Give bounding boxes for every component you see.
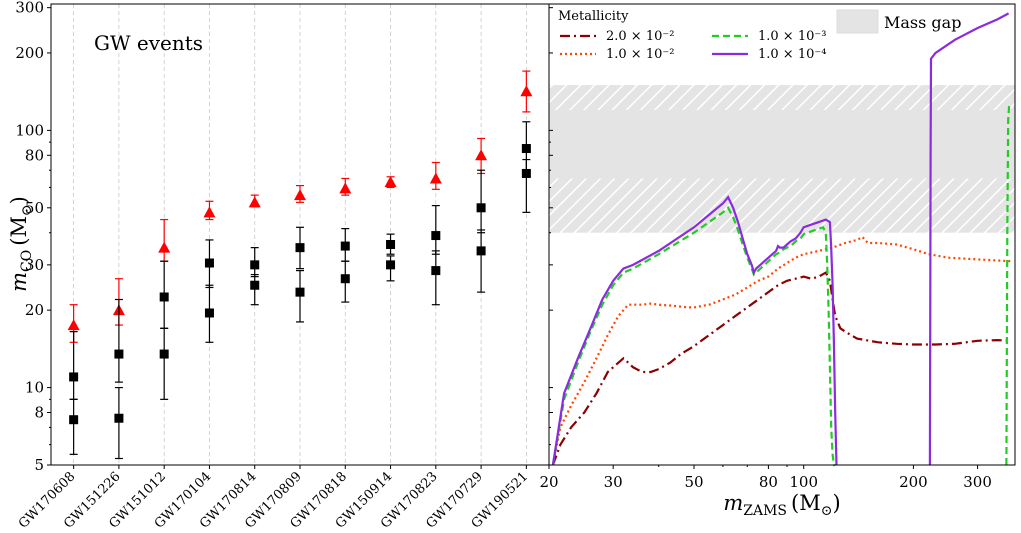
- x-tick-label: 300: [963, 473, 992, 491]
- square-marker: [521, 144, 531, 154]
- y-tick-label: 80: [25, 146, 44, 164]
- square-marker: [295, 243, 305, 253]
- square-marker: [69, 415, 79, 425]
- square-marker: [114, 413, 124, 423]
- curve-line-branch: [1005, 105, 1011, 466]
- square-marker: [476, 203, 486, 213]
- triangle-marker: [203, 206, 216, 218]
- x-tick-label: 30: [604, 473, 623, 491]
- square-marker: [386, 260, 396, 270]
- gw-event-ticks: GW170608GW151226GW151012GW170104GW170814…: [16, 465, 531, 532]
- triangle-marker: [339, 182, 352, 194]
- square-marker: [204, 258, 214, 268]
- square-marker: [431, 266, 441, 276]
- y-tick-label: 5: [34, 456, 44, 474]
- x-tick-label: 20: [539, 473, 558, 491]
- y-axis-ticks: 5 8 10 20 30 50 80 100 200 300: [15, 0, 553, 474]
- y-tick-label: 50: [25, 199, 44, 217]
- square-marker: [69, 372, 79, 382]
- legend-label: 2.0 × 10⁻²: [606, 29, 674, 44]
- square-marker: [159, 292, 169, 302]
- square-marker: [204, 308, 214, 318]
- x-axis-label: mZAMS (M⊙): [723, 491, 840, 519]
- curve-line: [551, 271, 1011, 466]
- legend-label: 1.0 × 10⁻⁴: [758, 47, 826, 62]
- curve-line-branch: [928, 12, 1010, 466]
- legend-label: 1.0 × 10⁻²: [606, 47, 674, 62]
- legend-label: 1.0 × 10⁻³: [758, 29, 826, 44]
- square-marker: [295, 287, 305, 297]
- square-marker: [386, 239, 396, 249]
- zams-axis-ticks: 20 30 50 80 100 200 300: [539, 465, 992, 491]
- mass-gap-legend: Mass gap: [836, 9, 961, 34]
- y-tick-label: 300: [15, 0, 44, 17]
- gw-events-label: GW events: [94, 31, 203, 55]
- triangle-marker: [294, 189, 306, 201]
- x-tick-label: 80: [759, 473, 778, 491]
- legend: Metallicity 2.0 × 10⁻² 1.0 × 10⁻² 1.0 × 10…: [558, 9, 826, 62]
- metallicity-curves: [551, 12, 1011, 467]
- square-marker: [340, 274, 350, 284]
- y-tick-label: 20: [25, 301, 44, 319]
- curve-line: [551, 206, 836, 467]
- x-tick-label: 200: [899, 473, 928, 491]
- y-tick-label: 100: [15, 121, 44, 139]
- square-marker: [431, 231, 441, 241]
- triangle-marker: [67, 319, 80, 331]
- x-tick-label: 50: [684, 473, 703, 491]
- triangle-marker: [384, 175, 397, 187]
- y-tick-label: 10: [25, 379, 44, 397]
- square-marker: [476, 246, 486, 256]
- square-marker: [250, 280, 260, 290]
- x-tick-label: 100: [789, 473, 818, 491]
- y-tick-label: 30: [25, 256, 44, 274]
- triangle-marker: [158, 241, 171, 253]
- curve-line: [551, 195, 838, 466]
- y-tick-label: 8: [34, 404, 44, 422]
- right-axes-frame: [548, 3, 1016, 466]
- triangle-marker: [429, 172, 442, 184]
- mass-gap-solid-band: [549, 110, 1015, 179]
- triangle-marker: [248, 196, 261, 208]
- square-marker: [340, 241, 350, 251]
- triangle-marker: [475, 149, 488, 161]
- gw-event-points: [67, 70, 533, 460]
- square-marker: [114, 349, 124, 359]
- mass-gap-swatch: [836, 9, 879, 34]
- y-axis-label: mCO(M⊙): [7, 196, 35, 292]
- y-tick-label: 200: [15, 44, 44, 62]
- legend-title: Metallicity: [558, 9, 629, 24]
- square-marker: [159, 349, 169, 359]
- mass-gap-legend-label: Mass gap: [884, 13, 961, 32]
- mass-gap-region: [549, 85, 1015, 233]
- square-marker: [250, 260, 260, 270]
- triangle-marker: [520, 85, 533, 97]
- square-marker: [521, 168, 531, 178]
